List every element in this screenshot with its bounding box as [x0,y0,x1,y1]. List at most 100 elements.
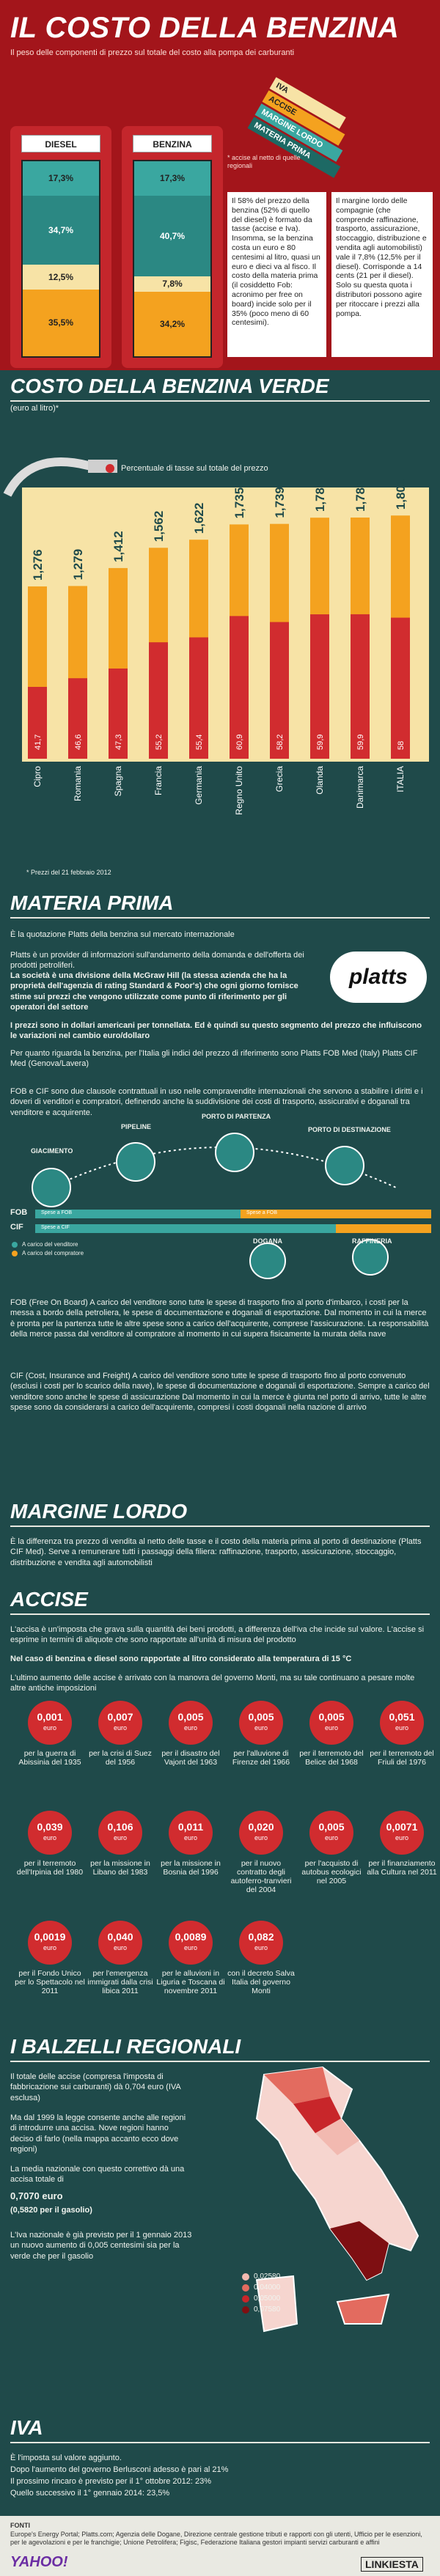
accise-p3: L'ultimo aumento delle accise è arrivato… [10,1674,415,1693]
map-legend-item: 0,02580 [242,2273,280,2281]
accisa-label: con il decreto Salva Italia del governo … [227,1969,295,1996]
bar-value-label: 1,786 [353,480,367,512]
accisa-label: per il terremoto dell'Irpinia del 1980 [16,1859,84,1877]
accisa-unit: euro [43,1834,56,1841]
accisa-value: 0,005 [318,1821,345,1833]
accisa-circle: 0,039 euro [28,1811,72,1855]
header-section: IL COSTO DELLA BENZINA Il peso delle com… [0,0,440,370]
accisa-unit: euro [254,1944,268,1951]
accisa-label: per il disastro del Vajont del 1963 [161,1749,220,1767]
accisa-unit: euro [43,1724,56,1732]
legend-dot [106,464,114,473]
nozzle-hose [3,457,103,497]
category-label: Cipro [32,766,43,787]
bar-tax [189,637,208,759]
legend-compratore: A carico del compratore [22,1250,84,1256]
bar-value-label: 1,785 [313,481,327,512]
accisa-label: per l'acquisto di autobus ecologici nel … [301,1859,362,1886]
diesel-accise: 34,7% [23,196,99,265]
bar-tax-label: 59,9 [316,735,325,750]
port-icon [325,1146,364,1185]
accisa-label: per il terremoto del Belice del 1968 [299,1749,364,1767]
map-legend-dot [242,2295,249,2303]
bar-value-label: 1,562 [152,511,166,542]
category-label: Germania [194,766,204,805]
bar-tax-label: 58 [397,741,406,750]
bar-tax [28,686,47,759]
accise-section: ACCISE L'accisa è un'imposta che grava s… [0,1583,440,2031]
accisa-value: 0,011 [177,1821,204,1833]
iva-l3: Il prossimo rincaro è previsto per il 1°… [10,2477,212,2486]
category-label: Regno Unito [234,766,244,815]
bar-tax [149,642,168,759]
category-label: ITALIA [395,766,406,792]
bar-tax-label: 60,9 [235,735,244,750]
accisa-value: 0,005 [177,1711,204,1723]
bar-tax-label: 46,6 [74,735,83,750]
bar-tax [68,678,87,759]
stage-giacimento: GIACIMENTO [31,1147,73,1155]
accisa-value: 0,005 [318,1711,345,1723]
accisa-circle: 0,005 euro [239,1701,283,1745]
accisa-unit: euro [43,1944,56,1951]
verde-unit: (euro al litro)* [10,404,59,413]
fob-bar-label-2: Spese a FOB [246,1210,278,1215]
iva-l1: È l'imposta sul valore aggiunto. [10,2454,122,2462]
footer-text: Europe's Energy Portal; Platts.com; Agen… [10,2531,422,2546]
bar-tax [351,614,370,759]
accisa-circle: 0,005 euro [309,1811,353,1855]
accisa-label: per il nuovo contratto degli autoferro-t… [230,1859,292,1895]
map-legend-value: 0,02580 [254,2273,281,2281]
accisa-circle: 0,0019 euro [28,1921,72,1965]
diesel-label: DIESEL [21,135,100,152]
legend-venditore: A carico del venditore [22,1241,78,1248]
materia-intro: È la quotazione Platts della benzina sul… [10,930,235,939]
accise-title: ACCISE [10,1588,88,1611]
map-legend-item: 0,07580 [242,2305,280,2314]
accisa-label: per le alluvioni in Liguria e Toscana di… [156,1969,225,1996]
map-legend-item: 0,05000 [242,2295,280,2303]
accisa-unit: euro [183,1724,197,1732]
accise-p1: L'accisa è un'imposta che grava sulla qu… [10,1625,425,1645]
verde-chart: 1,276 41,7 Cipro 1,279 46,6 Romania 1,412 47,3 S… [3,457,429,815]
accisa-unit: euro [113,1944,127,1951]
iva-title: IVA [10,2416,43,2439]
accisa-value: 0,051 [389,1711,415,1723]
diesel-bars: 17,3% 34,7% 12,5% 35,5% [21,160,100,358]
benzina-bars: 17,3% 40,7% 7,8% 34,2% [133,160,212,358]
platts-logo: platts [330,952,427,1003]
benzina-label: BENZINA [133,135,212,152]
materia-title: MATERIA PRIMA [10,891,174,914]
materia-p1: Platts è un provider di informazioni sul… [10,951,304,971]
accisa-value: 0,039 [37,1821,63,1833]
bar-value-label: 1,412 [111,531,125,562]
accisa-circle: 0,0071 euro [380,1811,424,1855]
category-label: Danimarca [355,766,365,809]
accisa-circle: 0,020 euro [239,1811,283,1855]
linkiesta-logo[interactable]: LINKIESTA [361,2557,423,2572]
accisa-value: 0,0089 [175,1931,207,1943]
accise-p2: Nel caso di benzina e diesel sono rappor… [10,1655,352,1663]
accisa-label: per il finanziamento alla Cultura nel 20… [367,1859,437,1877]
dogana-icon [249,1243,286,1279]
cif-bar-label: Spese a CIF [41,1225,70,1230]
map-legend-value: 0,04000 [254,2284,281,2292]
stage-destinazione: PORTO DI DESTINAZIONE [308,1126,391,1133]
verde-section: COSTO DELLA BENZINA VERDE (euro al litro… [0,370,440,887]
materia-p1b: La società è una divisione della McGraw … [10,971,298,1012]
yahoo-logo[interactable]: YAHOO! [10,2554,68,2570]
bar-value-label: 1,279 [71,549,85,581]
map-legend-dot [242,2284,249,2292]
iva-l2: Dopo l'aumento del governo Berlusconi ad… [10,2465,229,2474]
pipeline-icon [116,1142,155,1182]
bar-tax-label: 58,2 [276,735,285,750]
accisa-label: per il terremoto del Friuli del 1976 [370,1749,434,1767]
stage-partenza: PORTO DI PARTENZA [202,1113,271,1120]
accisa-label: per la missione in Libano del 1983 [90,1859,150,1877]
iva-l4: Quello successivo il 1° gennaio 2014: 23… [10,2489,170,2498]
accisa-unit: euro [183,1944,197,1951]
accisa-circle: 0,011 euro [169,1811,213,1855]
iva-section: IVA È l'imposta sul valore aggiunto. Dop… [0,2412,440,2514]
accisa-value: 0,040 [107,1931,133,1943]
